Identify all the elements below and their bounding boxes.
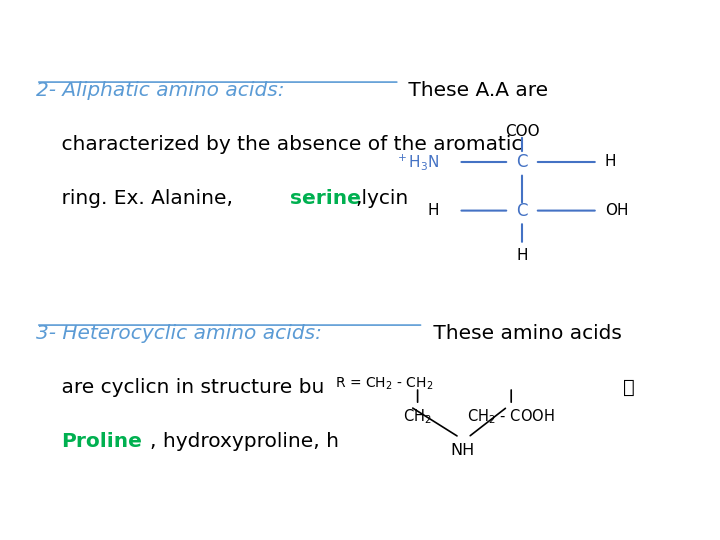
Text: 3- Heterocyclic amino acids:: 3- Heterocyclic amino acids: — [36, 324, 322, 343]
Text: R = CH$_2$ - CH$_2$: R = CH$_2$ - CH$_2$ — [335, 375, 433, 391]
Text: Proline: Proline — [61, 432, 142, 451]
Text: H: H — [428, 203, 439, 218]
Text: $^+$H$_3$N: $^+$H$_3$N — [395, 152, 439, 172]
Text: CH$_2$: CH$_2$ — [403, 408, 432, 427]
Text: These A.A are: These A.A are — [402, 81, 548, 100]
Text: characterized by the absence of the aromatic: characterized by the absence of the arom… — [36, 135, 523, 154]
Text: CH$_2$ - COOH: CH$_2$ - COOH — [467, 408, 555, 427]
Text: serine: serine — [290, 189, 361, 208]
Text: are cyclicn in structure bu: are cyclicn in structure bu — [36, 378, 325, 397]
Text: OH: OH — [605, 203, 629, 218]
Text: These amino acids: These amino acids — [427, 324, 622, 343]
Text: COO: COO — [505, 124, 539, 139]
Text: ring. Ex. Alanine,: ring. Ex. Alanine, — [36, 189, 233, 208]
Text: C: C — [516, 153, 528, 171]
Text: , hydroxyproline, h: , hydroxyproline, h — [150, 432, 339, 451]
Text: 。: 。 — [623, 378, 634, 397]
Text: ,lycin: ,lycin — [356, 189, 409, 208]
Text: C: C — [516, 201, 528, 220]
Text: H: H — [516, 248, 528, 264]
Text: 2- Aliphatic amino acids:: 2- Aliphatic amino acids: — [36, 81, 284, 100]
Text: H: H — [605, 154, 616, 170]
Text: NH: NH — [451, 443, 475, 458]
